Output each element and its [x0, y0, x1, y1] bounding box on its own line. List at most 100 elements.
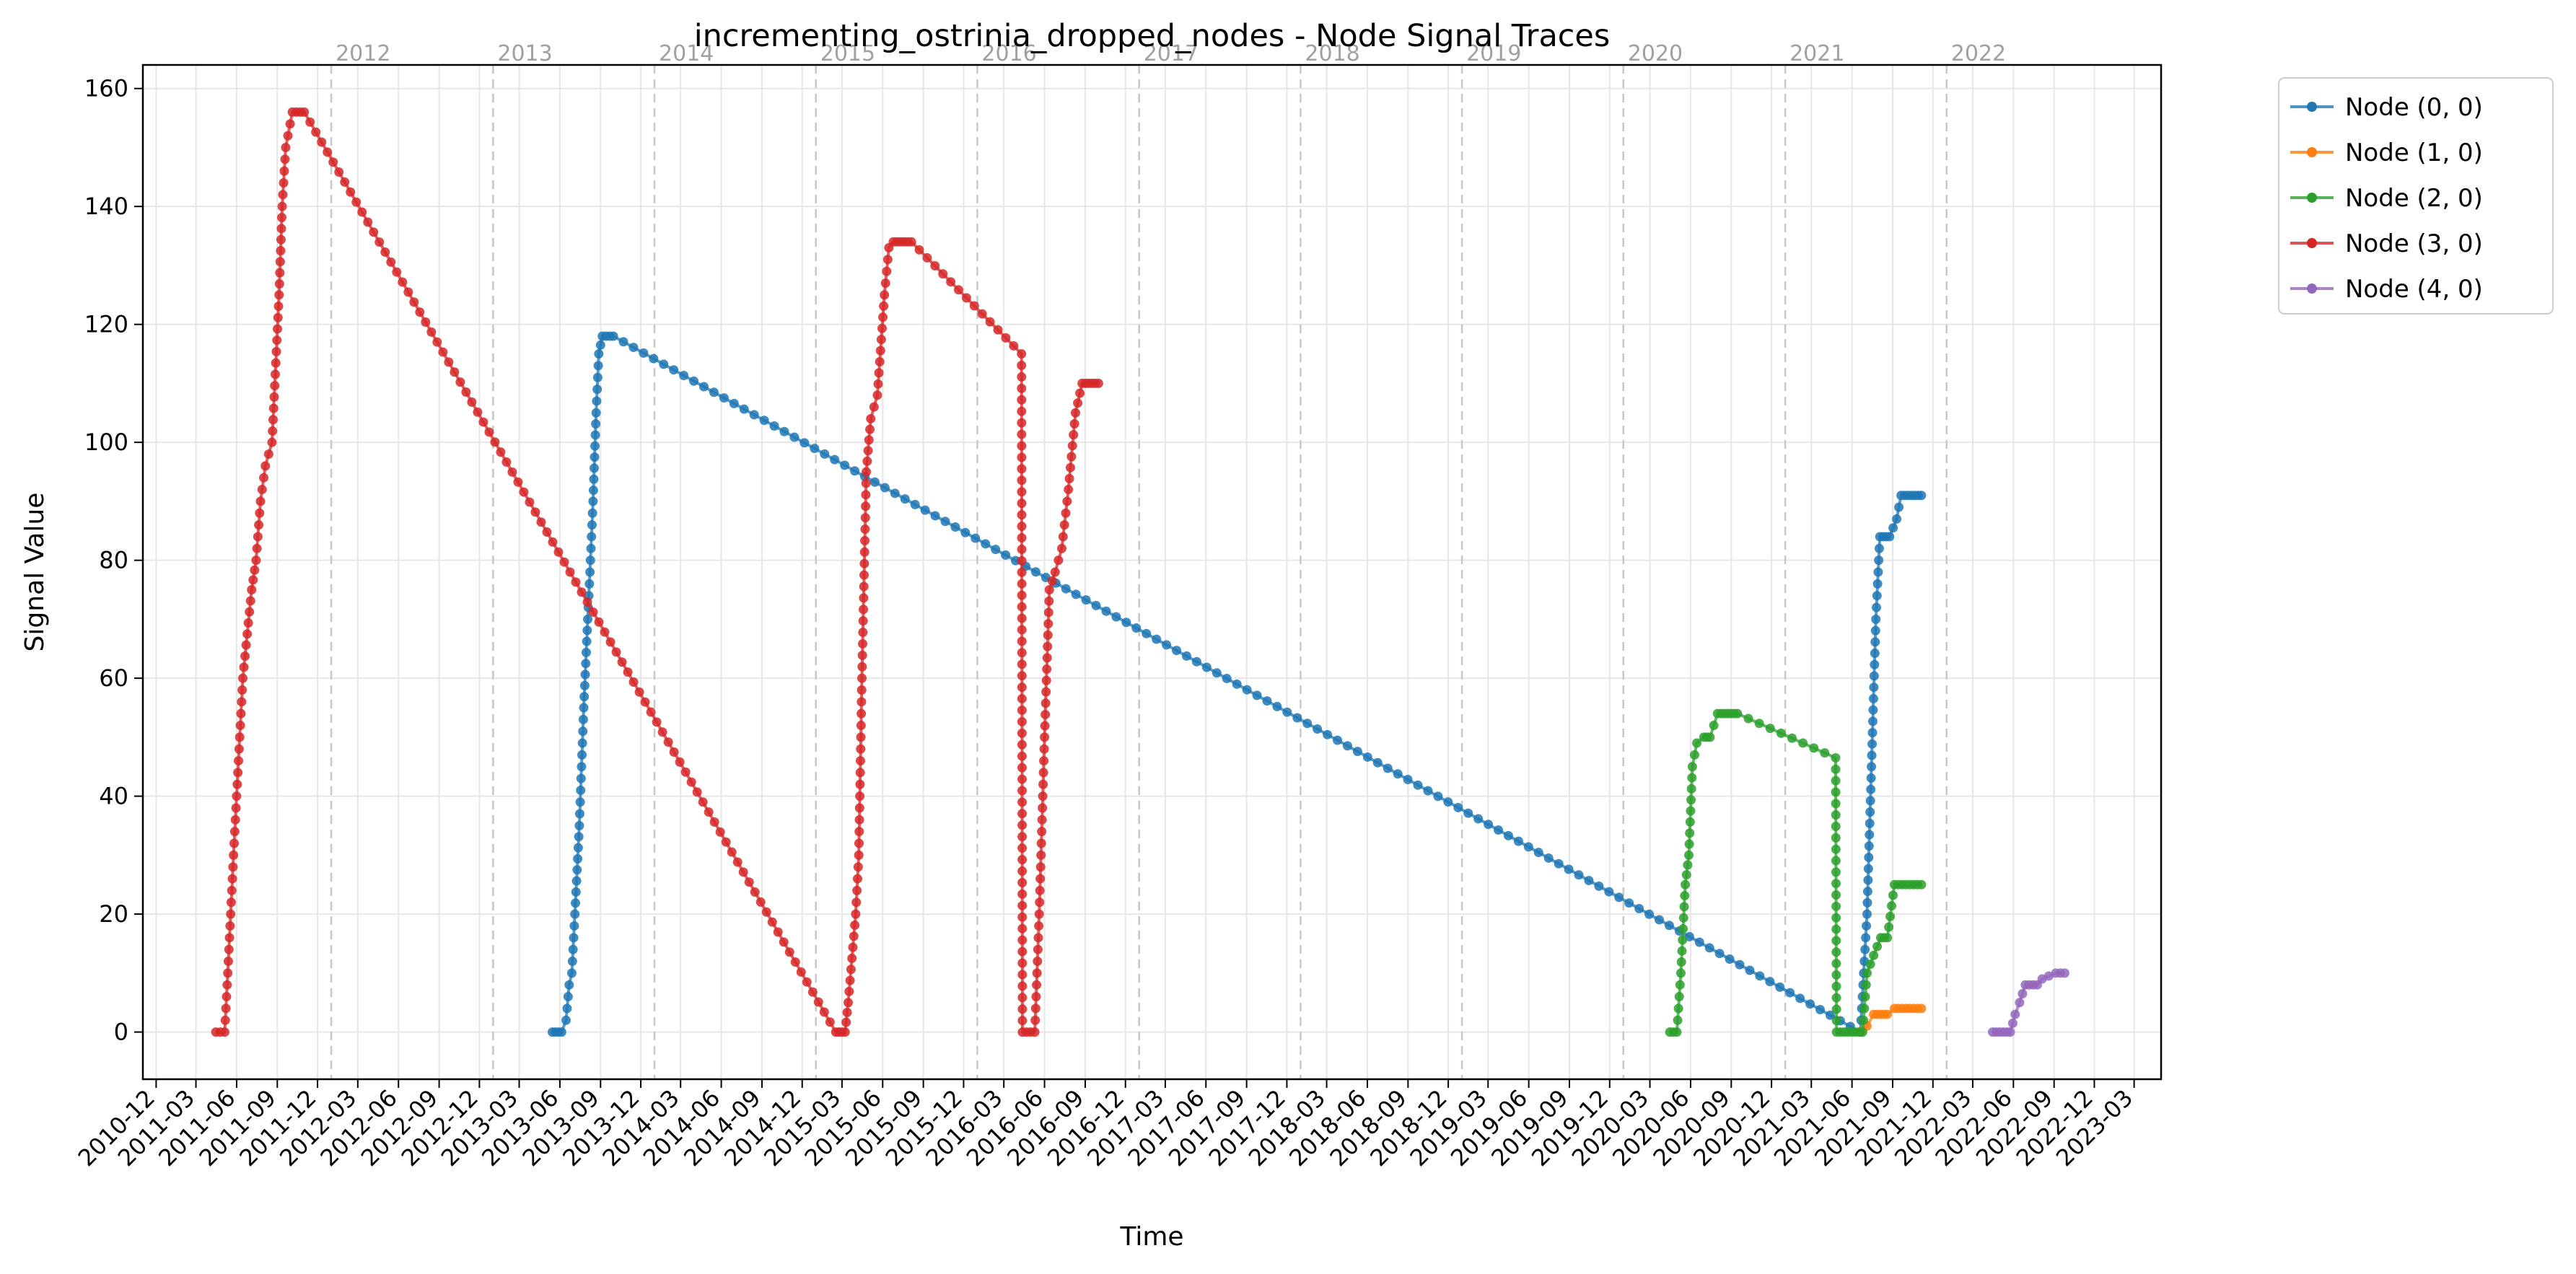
year-marker-label: 2017 [1144, 41, 1199, 66]
data-point [565, 567, 575, 577]
data-point [727, 847, 737, 857]
data-point [857, 638, 867, 649]
legend-label: Node (2, 0) [2345, 184, 2483, 213]
data-point [1272, 701, 1282, 711]
data-point [675, 757, 685, 767]
data-point [1675, 980, 1685, 990]
data-point [961, 293, 971, 303]
data-point [866, 413, 876, 423]
data-point [1604, 887, 1614, 897]
data-point [1473, 814, 1484, 824]
data-point [263, 449, 273, 460]
data-point [857, 650, 867, 660]
data-point [879, 301, 889, 311]
data-point [779, 937, 789, 947]
data-point [1677, 946, 1687, 956]
data-point [861, 490, 871, 500]
data-point [357, 207, 367, 217]
data-point [1042, 653, 1052, 663]
data-point [278, 190, 288, 200]
data-point [426, 327, 437, 337]
data-point [1683, 860, 1693, 870]
data-point [1111, 612, 1121, 622]
data-point [1725, 954, 1735, 964]
data-point [1050, 567, 1060, 577]
data-point [268, 403, 279, 413]
data-point [581, 647, 591, 657]
data-point [1017, 705, 1027, 715]
data-point [1765, 724, 1775, 734]
data-point [1831, 879, 1841, 889]
data-point [1916, 491, 1927, 501]
data-point [283, 131, 293, 141]
data-point [1043, 607, 1053, 618]
data-point [1142, 628, 1152, 638]
data-point [237, 685, 247, 695]
data-point [1044, 596, 1054, 606]
x-axis-label: Time [1119, 1222, 1183, 1252]
data-point [581, 659, 591, 669]
data-point [223, 968, 233, 978]
data-point [1820, 748, 1830, 758]
data-point [1831, 901, 1841, 911]
data-point [1017, 464, 1027, 474]
data-point [761, 907, 771, 917]
legend-label: Node (4, 0) [2345, 275, 2483, 304]
data-point [1755, 971, 1765, 981]
series-node-3-0 [211, 107, 1103, 1037]
data-point [438, 347, 448, 357]
data-point [268, 426, 278, 436]
data-point [409, 297, 419, 307]
data-point [232, 791, 242, 801]
data-point [1870, 625, 1880, 636]
data-point [1017, 522, 1027, 532]
data-point [1017, 900, 1028, 910]
data-point [1030, 567, 1041, 577]
data-point [1036, 850, 1046, 860]
data-point [572, 865, 582, 875]
data-point [1831, 1016, 1841, 1026]
data-point [628, 677, 639, 687]
data-point [224, 944, 234, 954]
data-point [851, 897, 862, 908]
data-point [559, 557, 569, 567]
data-point [1674, 992, 1684, 1002]
data-point [227, 874, 237, 884]
data-point [1831, 810, 1841, 820]
data-point [461, 387, 471, 397]
data-point [536, 517, 546, 527]
data-point [759, 416, 769, 426]
data-point [561, 1015, 571, 1025]
data-point [548, 537, 558, 547]
data-point [856, 721, 866, 731]
data-point [1101, 606, 1111, 616]
data-point [844, 986, 854, 996]
series-node-2-0 [1665, 708, 1927, 1037]
data-point [592, 372, 603, 382]
data-point [1513, 836, 1523, 846]
data-point [484, 427, 494, 437]
data-point [623, 667, 633, 677]
data-point [1872, 602, 1882, 612]
data-point [582, 625, 592, 636]
data-point [270, 369, 280, 379]
year-marker-label: 2013 [497, 41, 552, 66]
data-point [1017, 728, 1027, 738]
data-point [600, 627, 610, 637]
data-point [275, 257, 285, 267]
data-point [1735, 959, 1745, 970]
data-point [857, 673, 867, 683]
data-point [1032, 980, 1042, 990]
data-point [1047, 576, 1057, 586]
data-point [769, 421, 779, 431]
legend-swatch-marker [2307, 238, 2317, 248]
data-point [571, 876, 582, 886]
data-point [257, 485, 267, 495]
data-point [232, 779, 242, 789]
data-point [1041, 687, 1051, 697]
data-point [840, 1027, 850, 1037]
data-point [1039, 744, 1049, 754]
data-point [225, 921, 235, 931]
data-point [1874, 555, 1884, 566]
data-point [1017, 981, 1028, 991]
